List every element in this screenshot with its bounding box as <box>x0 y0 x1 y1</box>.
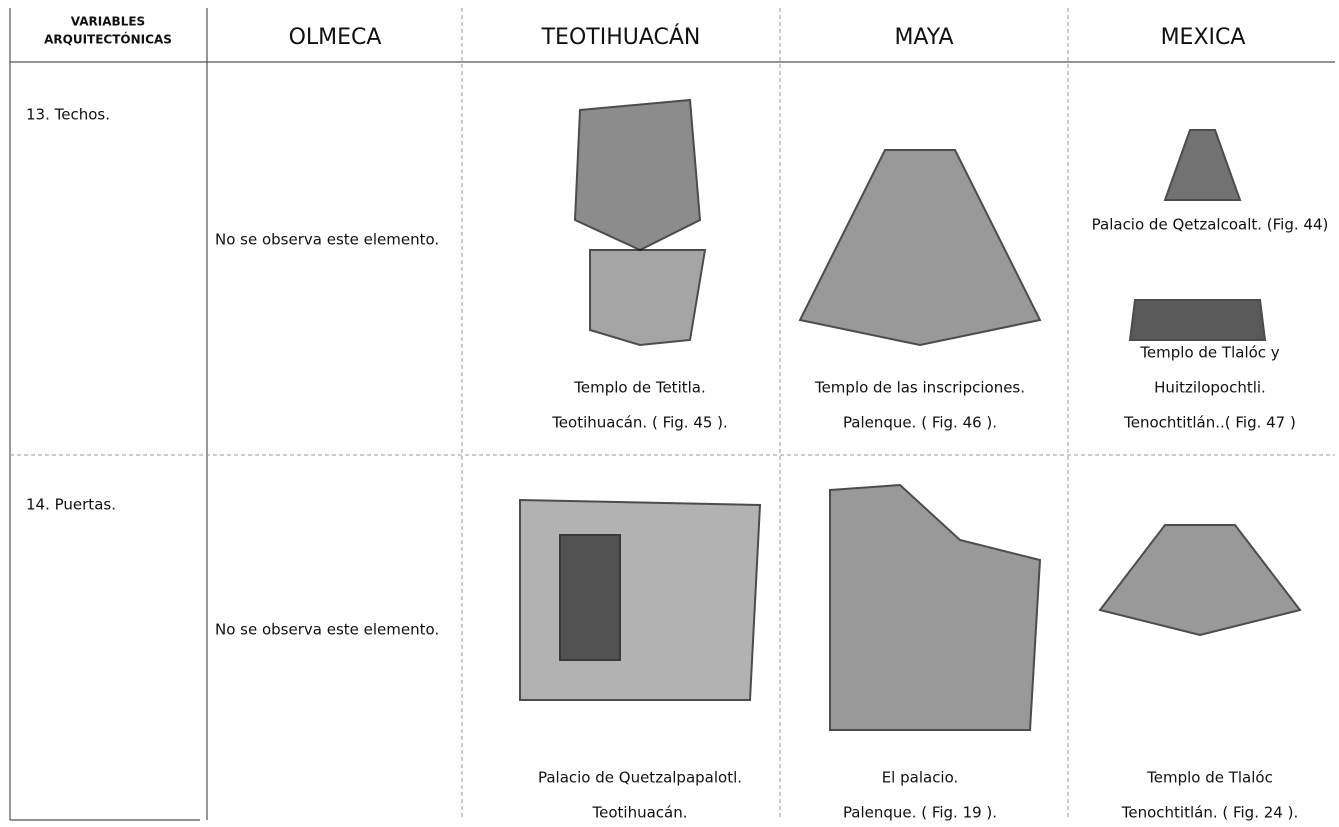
figure-caption: Palacio de Qetzalcoalt. (Fig. 44) <box>1092 216 1329 234</box>
figure-caption: Palenque. ( Fig. 19 ). <box>843 804 997 822</box>
row-variable: 13. Techos. <box>26 106 110 124</box>
header-variables: ARQUITECTÓNICAS <box>44 32 172 47</box>
olmeca-note: No se observa este elemento. <box>215 621 439 639</box>
figure-caption: Templo de Tlalóc y <box>1139 344 1279 362</box>
illustration <box>1098 524 1302 637</box>
illustration <box>1163 129 1242 201</box>
figure-caption: Tenochtitlán..( Fig. 47 ) <box>1123 414 1296 432</box>
figure-caption: El palacio. <box>882 769 959 787</box>
row-variable: 14. Puertas. <box>26 496 116 514</box>
header-culture: MAYA <box>894 25 953 50</box>
figure-caption: Teotihuacán. <box>592 804 688 822</box>
illustration <box>798 149 1042 347</box>
header-variables: VARIABLES <box>71 15 145 29</box>
header-culture: OLMECA <box>289 25 382 50</box>
olmeca-note: No se observa este elemento. <box>215 231 439 249</box>
figure-caption: Palacio de Quetzalpapalotl. <box>538 769 742 787</box>
figure-caption: Tenochtitlán. ( Fig. 24 ). <box>1121 804 1298 822</box>
header-culture: MEXICA <box>1161 25 1246 50</box>
figure-caption: Templo de las inscripciones. <box>814 379 1025 397</box>
table-frame <box>9 8 1335 821</box>
illustration <box>589 249 707 347</box>
illustration <box>1128 299 1267 341</box>
figure-caption: Templo de Tetitla. <box>573 379 706 397</box>
illustration <box>573 98 702 252</box>
header-culture: TEOTIHUACÁN <box>541 24 701 50</box>
figure-caption: Palenque. ( Fig. 46 ). <box>843 414 997 432</box>
illustration <box>519 498 762 701</box>
figure-caption: Teotihuacán. ( Fig. 45 ). <box>551 414 728 432</box>
illustration <box>559 534 621 661</box>
figure-caption: Huitzilopochtli. <box>1154 379 1266 397</box>
figure-caption: Templo de Tlalóc <box>1146 769 1273 787</box>
illustration <box>829 483 1042 731</box>
